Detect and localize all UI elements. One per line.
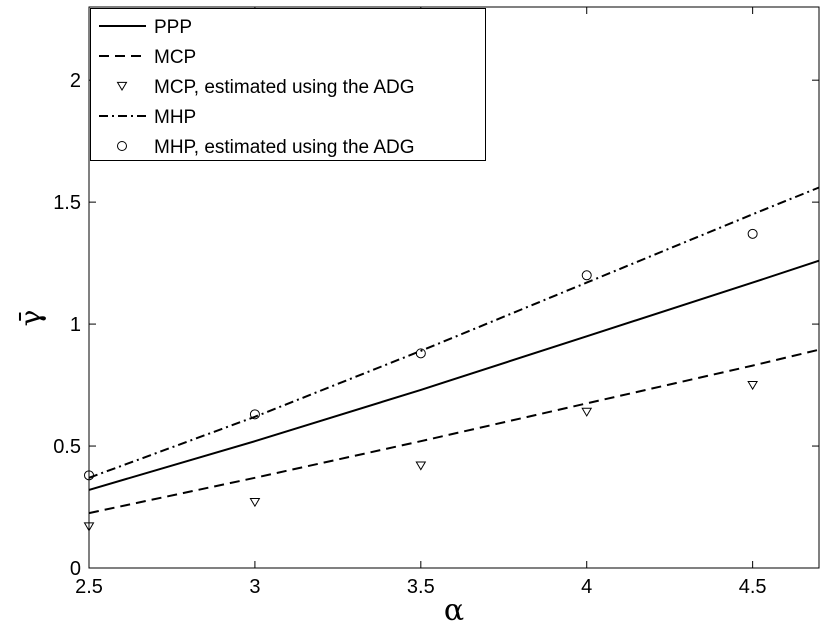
series-4-point xyxy=(581,270,592,281)
x-axis-label: α xyxy=(444,593,464,625)
x-tick-label: 4 xyxy=(581,576,592,598)
legend-label-1: MCP xyxy=(154,47,196,68)
y-tick-label: 1.5 xyxy=(53,192,81,214)
legend-label-4: MHP, estimated using the ADG xyxy=(154,137,415,158)
x-tick-label: 3.5 xyxy=(407,576,435,598)
legend-label-2: MCP, estimated using the ADG xyxy=(154,77,415,98)
series-4-point xyxy=(249,409,260,420)
legend-box xyxy=(90,8,486,161)
axes-frame xyxy=(88,6,820,569)
y-tick-label: 1 xyxy=(70,314,81,336)
series-line-0 xyxy=(88,259,820,491)
series-2-point xyxy=(415,461,427,471)
series-2-point xyxy=(747,380,759,391)
x-tick-label: 3 xyxy=(249,576,260,598)
series-2-point xyxy=(249,498,261,508)
legend-marker-2 xyxy=(116,81,128,92)
y-tick-label: 0.5 xyxy=(53,436,81,458)
y-tick-label: 0 xyxy=(70,558,81,580)
series-4-point xyxy=(747,228,758,239)
legend: PPP MCP MCP, estimated using the ADG MHP MHP… xyxy=(90,8,486,161)
legend-marker-4 xyxy=(117,141,127,151)
x-tick-label: 4.5 xyxy=(739,576,767,598)
series-4-point xyxy=(415,348,426,359)
series-line-3 xyxy=(88,186,820,479)
series-line-1 xyxy=(88,348,820,515)
series-2-point xyxy=(581,407,593,417)
y-tick-label: 2 xyxy=(70,70,81,92)
x-tick-label: 2.5 xyxy=(75,576,103,598)
y-axis-label: γ̄ xyxy=(14,310,47,327)
legend-label-0: PPP xyxy=(154,17,192,38)
legend-label-3: MHP xyxy=(154,107,196,128)
series-layer xyxy=(83,186,820,532)
axes: 2.5 3 3.5 4 4.5 0 0.5 1 1.5 2 α γ̄ xyxy=(14,6,820,625)
